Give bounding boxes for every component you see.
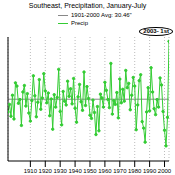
svg-text:1970: 1970	[113, 168, 127, 174]
html-text:Precip: Precip	[71, 20, 88, 26]
svg-text:1990: 1990	[143, 168, 157, 174]
svg-text:1940: 1940	[68, 168, 82, 174]
svg-text:1930: 1930	[53, 168, 67, 174]
svg-text:2000: 2000	[158, 168, 167, 174]
svg-text:1910: 1910	[24, 168, 38, 174]
html-text:2003- 1st: 2003- 1st	[143, 28, 169, 34]
html-text:Southeast, Precipitation, Janu: Southeast, Precipitation, January-July	[28, 2, 147, 9]
html-text:1901-2000 Avg: 30.46": 1901-2000 Avg: 30.46"	[71, 12, 132, 18]
svg-text:1980: 1980	[128, 168, 142, 174]
svg-text:1950: 1950	[83, 168, 97, 174]
svg-text:1960: 1960	[98, 168, 112, 174]
svg-text:1920: 1920	[39, 168, 53, 174]
